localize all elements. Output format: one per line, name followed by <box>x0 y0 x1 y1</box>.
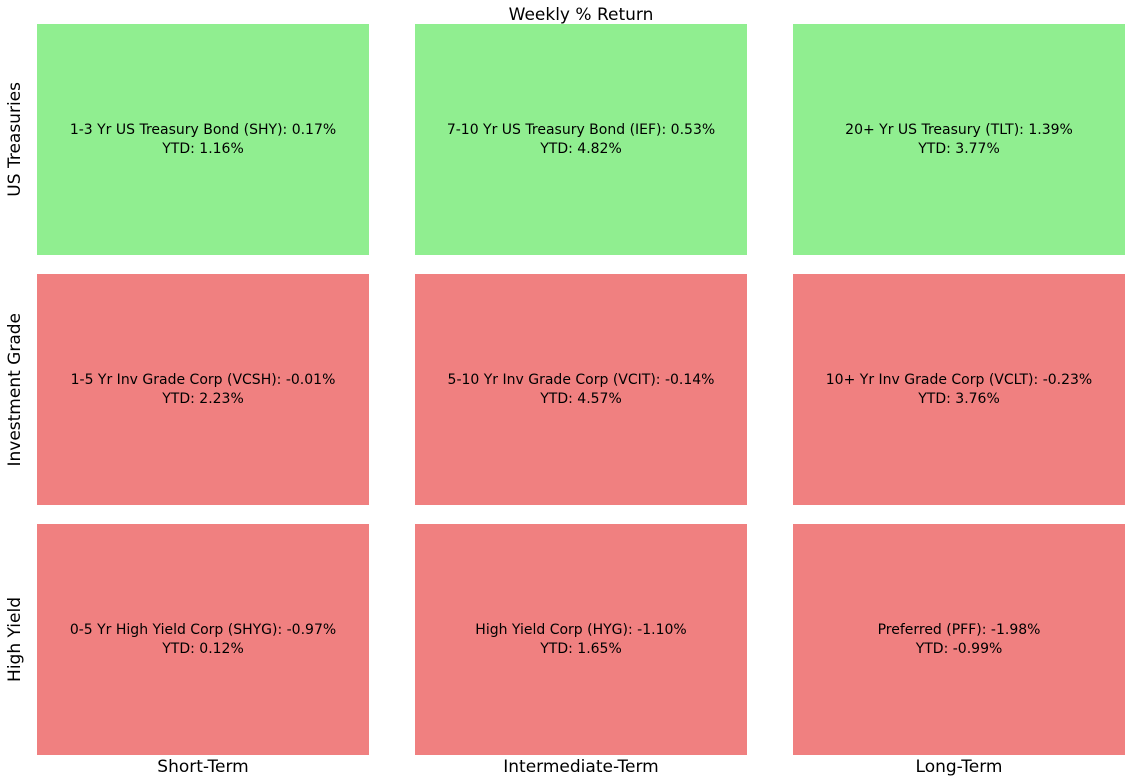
cell-high-yield-intermediate-term: High Yield Corp (HYG): -1.10% YTD: 1.65% <box>415 524 747 755</box>
cell-ytd-return-label: YTD: 3.76% <box>918 390 1000 407</box>
cell-ytd-return-label: YTD: 1.16% <box>162 140 244 157</box>
column-label-long-term: Long-Term <box>915 757 1003 777</box>
cell-us-treasuries-intermediate-term: 7-10 Yr US Treasury Bond (IEF): 0.53% YT… <box>415 24 747 255</box>
row-label-high-yield: High Yield <box>0 524 30 755</box>
row-label-text: Investment Grade <box>5 312 25 467</box>
cell-ytd-return-label: YTD: 2.23% <box>162 390 244 407</box>
cell-weekly-return-label: Preferred (PFF): -1.98% <box>877 622 1041 639</box>
cell-ytd-return-label: YTD: 4.82% <box>540 140 622 157</box>
cell-weekly-return-label: 10+ Yr Inv Grade Corp (VCLT): -0.23% <box>825 372 1093 389</box>
cell-investment-grade-intermediate-term: 5-10 Yr Inv Grade Corp (VCIT): -0.14% YT… <box>415 274 747 505</box>
cell-weekly-return-label: 0-5 Yr High Yield Corp (SHYG): -0.97% <box>69 622 337 639</box>
row-label-text: High Yield <box>5 597 25 682</box>
chart-title: Weekly % Return <box>508 5 654 25</box>
cell-us-treasuries-long-term: 20+ Yr US Treasury (TLT): 1.39% YTD: 3.7… <box>793 24 1125 255</box>
cell-weekly-return-label: 1-3 Yr US Treasury Bond (SHY): 0.17% <box>69 122 337 139</box>
cell-ytd-return-label: YTD: 0.12% <box>162 640 244 657</box>
cell-ytd-return-label: YTD: 3.77% <box>918 140 1000 157</box>
cell-weekly-return-label: High Yield Corp (HYG): -1.10% <box>475 622 687 639</box>
cell-high-yield-long-term: Preferred (PFF): -1.98% YTD: -0.99% <box>793 524 1125 755</box>
cell-us-treasuries-short-term: 1-3 Yr US Treasury Bond (SHY): 0.17% YTD… <box>37 24 369 255</box>
row-label-text: US Treasuries <box>5 82 25 197</box>
column-label-short-term: Short-Term <box>157 757 249 777</box>
cell-ytd-return-label: YTD: 1.65% <box>540 640 622 657</box>
cell-weekly-return-label: 7-10 Yr US Treasury Bond (IEF): 0.53% <box>446 122 716 139</box>
cell-weekly-return-label: 20+ Yr US Treasury (TLT): 1.39% <box>845 122 1073 139</box>
cell-weekly-return-label: 1-5 Yr Inv Grade Corp (VCSH): -0.01% <box>70 372 336 389</box>
cell-investment-grade-long-term: 10+ Yr Inv Grade Corp (VCLT): -0.23% YTD… <box>793 274 1125 505</box>
cell-ytd-return-label: YTD: -0.99% <box>915 640 1003 657</box>
cell-high-yield-short-term: 0-5 Yr High Yield Corp (SHYG): -0.97% YT… <box>37 524 369 755</box>
cell-ytd-return-label: YTD: 4.57% <box>540 390 622 407</box>
row-label-investment-grade: Investment Grade <box>0 274 30 505</box>
column-label-intermediate-term: Intermediate-Term <box>503 757 659 777</box>
cell-investment-grade-short-term: 1-5 Yr Inv Grade Corp (VCSH): -0.01% YTD… <box>37 274 369 505</box>
cell-weekly-return-label: 5-10 Yr Inv Grade Corp (VCIT): -0.14% <box>447 372 715 389</box>
row-label-us-treasuries: US Treasuries <box>0 24 30 255</box>
